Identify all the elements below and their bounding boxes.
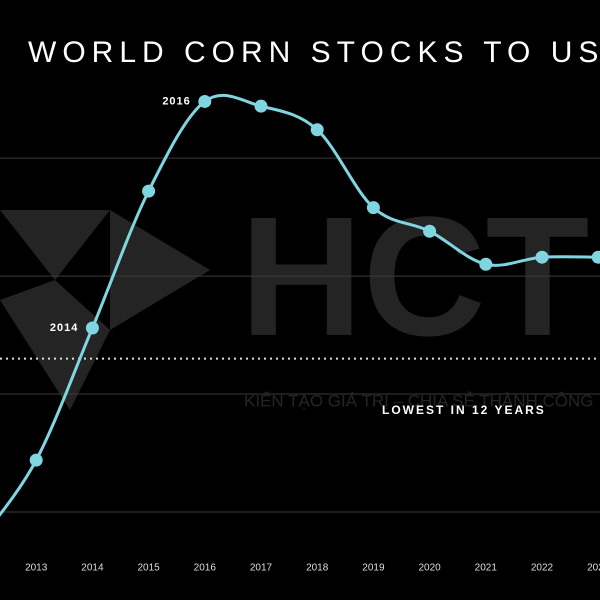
watermark-tagline: KIẾN TẠO GIÁ TRỊ – CHIA SẺ THÀNH CÔNG: [244, 391, 594, 410]
x-tick-label: 2013: [25, 563, 48, 574]
reference-label: LOWEST IN 12 YEARS: [382, 403, 546, 417]
point: [479, 257, 493, 271]
point-label: 2014: [50, 322, 78, 334]
x-tick-label: 2019: [362, 563, 385, 574]
watermark-shape: [0, 280, 110, 410]
point-label: 2016: [162, 95, 190, 107]
point: [198, 94, 212, 108]
x-tick-label: 2017: [250, 563, 273, 574]
chart-title: WORLD CORN STOCKS TO USE: [28, 36, 600, 69]
point: [85, 321, 99, 335]
x-tick-label: 2022: [531, 563, 554, 574]
watermark-shape: [110, 210, 210, 330]
x-tick-label: 2023: [587, 563, 600, 574]
x-tick-label: 2018: [306, 563, 329, 574]
watermark-shape: [0, 210, 110, 280]
x-tick-label: 2014: [81, 563, 104, 574]
point: [254, 99, 268, 113]
point: [366, 201, 380, 215]
watermark-logo: HCT: [240, 182, 589, 372]
x-tick-label: 2020: [418, 563, 441, 574]
point: [535, 250, 549, 264]
point: [423, 224, 437, 238]
point: [310, 123, 324, 137]
x-tick-label: 2021: [475, 563, 498, 574]
point: [591, 250, 600, 264]
x-tick-label: 2015: [137, 563, 160, 574]
watermark: HCT KIẾN TẠO GIÁ TRỊ – CHIA SẺ THÀNH CÔN…: [0, 182, 594, 410]
point: [29, 453, 43, 467]
point: [142, 184, 156, 198]
x-tick-label: 2016: [194, 563, 217, 574]
